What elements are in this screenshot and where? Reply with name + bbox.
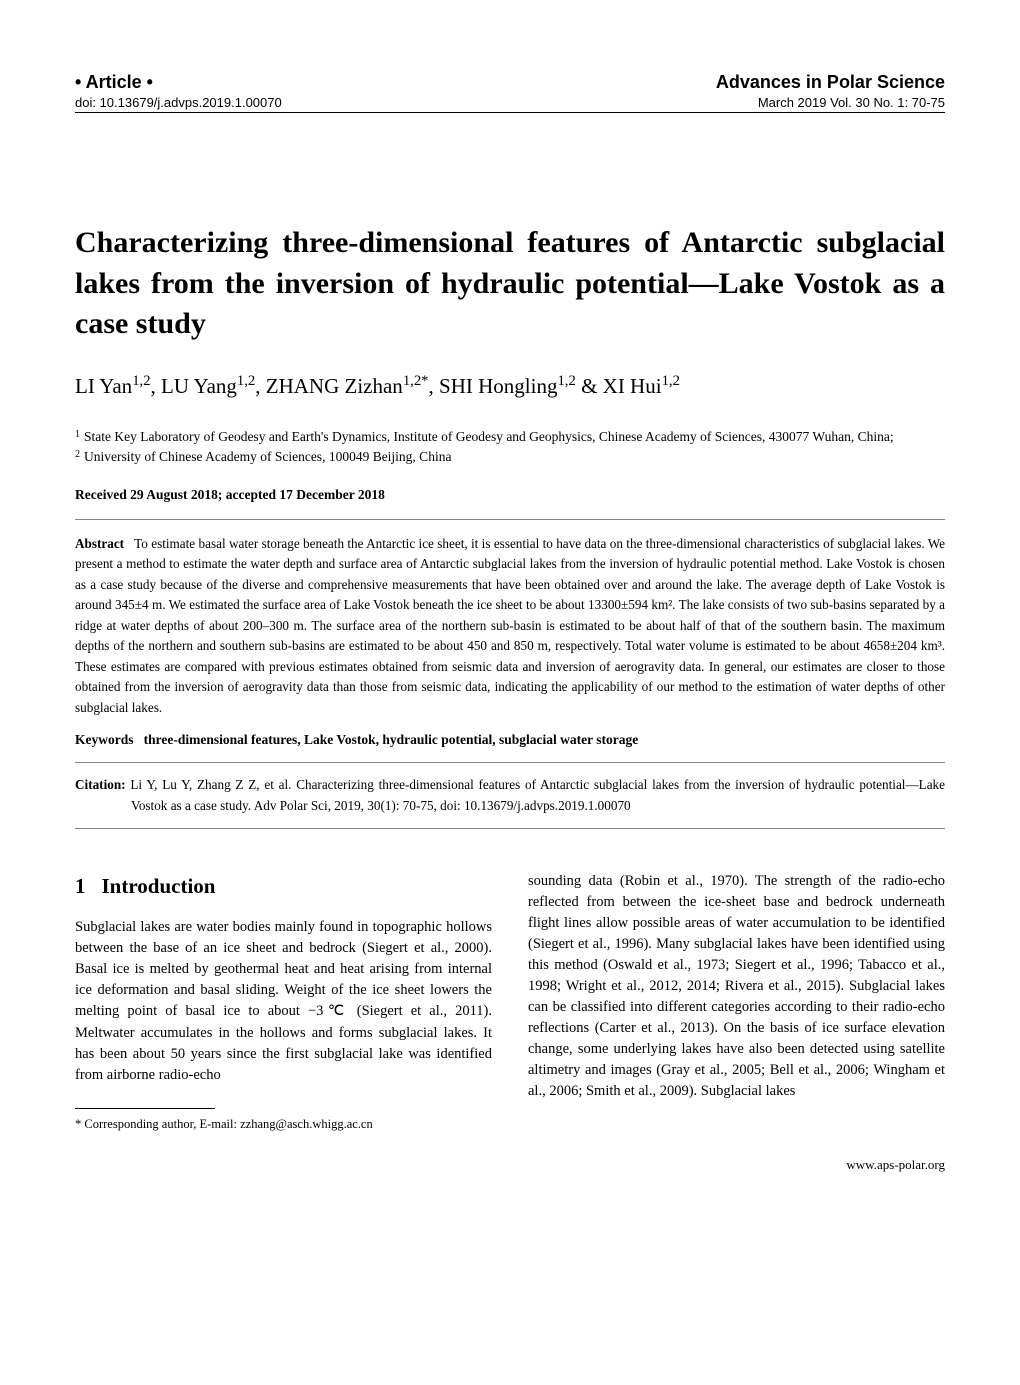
section-number: 1	[75, 874, 86, 898]
keywords-label: Keywords	[75, 732, 134, 747]
doi-text: doi: 10.13679/j.advps.2019.1.00070	[75, 95, 282, 110]
citation-bottom-rule	[75, 828, 945, 829]
affiliation-text: University of Chinese Academy of Science…	[84, 447, 451, 467]
body-columns: 1 Introduction Subglacial lakes are water…	[75, 871, 945, 1133]
issue-info: March 2019 Vol. 30 No. 1: 70-75	[758, 95, 945, 110]
citation-label: Citation:	[75, 777, 126, 792]
affiliation-number: 1	[75, 427, 80, 447]
footnote-marker: *	[75, 1117, 81, 1131]
footnote-text: Corresponding author, E-mail: zzhang@asc…	[84, 1117, 372, 1131]
section-title: Introduction	[102, 874, 216, 898]
subheader-row: doi: 10.13679/j.advps.2019.1.00070 March…	[75, 95, 945, 110]
keywords-text: three-dimensional features, Lake Vostok,…	[144, 732, 639, 747]
header-rule	[75, 112, 945, 113]
intro-paragraph-col1: Subglacial lakes are water bodies mainly…	[75, 917, 492, 1085]
authors-line: LI Yan1,2, LU Yang1,2, ZHANG Zizhan1,2*,…	[75, 373, 945, 399]
affiliation-2: 2 University of Chinese Academy of Scien…	[75, 447, 945, 467]
article-title: Characterizing three-dimensional feature…	[75, 223, 945, 345]
header-row: • Article • Advances in Polar Science	[75, 72, 945, 93]
affiliation-text: State Key Laboratory of Geodesy and Eart…	[84, 427, 894, 447]
article-type-label: • Article •	[75, 72, 153, 93]
journal-name: Advances in Polar Science	[716, 72, 945, 93]
abstract-text: To estimate basal water storage beneath …	[75, 536, 945, 715]
received-dates: Received 29 August 2018; accepted 17 Dec…	[75, 487, 945, 503]
abstract-block: Abstract To estimate basal water storage…	[75, 520, 945, 762]
right-column: sounding data (Robin et al., 1970). The …	[528, 871, 945, 1133]
keywords-line: Keywords three-dimensional features, Lak…	[75, 732, 945, 748]
affiliations-block: 1 State Key Laboratory of Geodesy and Ea…	[75, 427, 945, 468]
citation-block: Citation: Li Y, Lu Y, Zhang Z Z, et al. …	[75, 763, 945, 828]
left-column: 1 Introduction Subglacial lakes are water…	[75, 871, 492, 1133]
footer-url: www.aps-polar.org	[75, 1157, 945, 1173]
abstract-paragraph: Abstract To estimate basal water storage…	[75, 534, 945, 718]
abstract-label: Abstract	[75, 536, 124, 551]
citation-text: Li Y, Lu Y, Zhang Z Z, et al. Characteri…	[130, 777, 945, 812]
footnote-rule	[75, 1108, 215, 1109]
intro-paragraph-col2: sounding data (Robin et al., 1970). The …	[528, 871, 945, 1102]
corresponding-author-footnote: * Corresponding author, E-mail: zzhang@a…	[75, 1115, 492, 1133]
section-heading-introduction: 1 Introduction	[75, 871, 492, 901]
affiliation-number: 2	[75, 447, 80, 467]
citation-paragraph: Citation: Li Y, Lu Y, Zhang Z Z, et al. …	[75, 775, 945, 816]
affiliation-1: 1 State Key Laboratory of Geodesy and Ea…	[75, 427, 945, 447]
